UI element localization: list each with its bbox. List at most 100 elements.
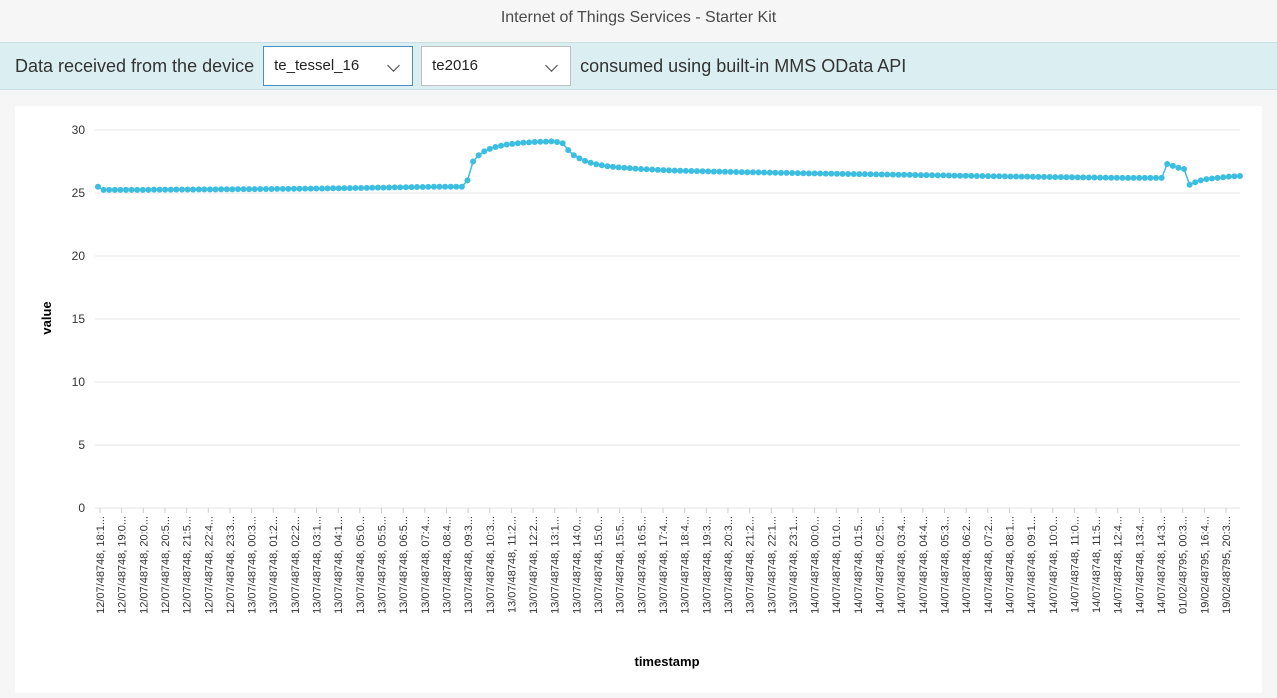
- data-point[interactable]: [330, 185, 337, 192]
- data-point[interactable]: [531, 138, 538, 145]
- data-point[interactable]: [1181, 166, 1188, 173]
- data-point[interactable]: [733, 168, 740, 175]
- data-point[interactable]: [1164, 161, 1171, 168]
- data-point[interactable]: [486, 145, 493, 152]
- data-point[interactable]: [962, 172, 969, 179]
- data-point[interactable]: [1024, 173, 1031, 180]
- data-point[interactable]: [934, 172, 941, 179]
- data-point[interactable]: [1013, 173, 1020, 180]
- data-point[interactable]: [542, 138, 549, 145]
- data-point[interactable]: [173, 186, 180, 193]
- data-point[interactable]: [458, 183, 465, 190]
- data-point[interactable]: [632, 165, 639, 172]
- data-point[interactable]: [162, 186, 169, 193]
- data-point[interactable]: [777, 169, 784, 176]
- data-point[interactable]: [738, 169, 745, 176]
- data-point[interactable]: [307, 185, 314, 192]
- data-point[interactable]: [234, 186, 241, 193]
- data-point[interactable]: [526, 139, 533, 146]
- data-point[interactable]: [380, 184, 387, 191]
- data-point[interactable]: [615, 164, 622, 171]
- data-point[interactable]: [945, 172, 952, 179]
- data-point[interactable]: [503, 141, 510, 148]
- data-point[interactable]: [1119, 174, 1126, 181]
- data-point[interactable]: [218, 186, 225, 193]
- data-point[interactable]: [1069, 174, 1076, 181]
- data-point[interactable]: [100, 186, 107, 193]
- data-point[interactable]: [268, 185, 275, 192]
- data-point[interactable]: [973, 172, 980, 179]
- data-point[interactable]: [951, 172, 958, 179]
- data-point[interactable]: [128, 186, 135, 193]
- data-point[interactable]: [789, 169, 796, 176]
- data-point[interactable]: [576, 155, 583, 162]
- data-point[interactable]: [800, 170, 807, 177]
- data-point[interactable]: [990, 173, 997, 180]
- data-point[interactable]: [749, 169, 756, 176]
- data-point[interactable]: [856, 171, 863, 178]
- data-point[interactable]: [178, 186, 185, 193]
- data-point[interactable]: [363, 184, 370, 191]
- data-point[interactable]: [822, 170, 829, 177]
- data-point[interactable]: [1113, 174, 1120, 181]
- data-point[interactable]: [1125, 174, 1132, 181]
- data-point[interactable]: [772, 169, 779, 176]
- data-point[interactable]: [134, 186, 141, 193]
- data-point[interactable]: [1220, 174, 1227, 181]
- data-point[interactable]: [537, 138, 544, 145]
- data-point[interactable]: [565, 147, 572, 154]
- data-point[interactable]: [514, 140, 521, 147]
- data-point[interactable]: [817, 170, 824, 177]
- data-point[interactable]: [302, 185, 309, 192]
- data-point[interactable]: [318, 185, 325, 192]
- data-point[interactable]: [1091, 174, 1098, 181]
- data-point[interactable]: [895, 171, 902, 178]
- data-point[interactable]: [638, 166, 645, 173]
- data-point[interactable]: [923, 172, 930, 179]
- data-point[interactable]: [1192, 179, 1199, 186]
- data-point[interactable]: [699, 168, 706, 175]
- data-point[interactable]: [1074, 174, 1081, 181]
- data-point[interactable]: [436, 183, 443, 190]
- data-point[interactable]: [156, 186, 163, 193]
- data-point[interactable]: [710, 168, 717, 175]
- data-point[interactable]: [145, 186, 152, 193]
- data-point[interactable]: [917, 172, 924, 179]
- data-point[interactable]: [621, 164, 628, 171]
- data-point[interactable]: [1141, 174, 1148, 181]
- data-point[interactable]: [688, 167, 695, 174]
- data-point[interactable]: [811, 170, 818, 177]
- data-point[interactable]: [442, 183, 449, 190]
- data-point[interactable]: [1136, 174, 1143, 181]
- data-point[interactable]: [447, 183, 454, 190]
- data-point[interactable]: [833, 170, 840, 177]
- data-point[interactable]: [570, 152, 577, 159]
- data-point[interactable]: [705, 168, 712, 175]
- data-point[interactable]: [397, 184, 404, 191]
- data-point[interactable]: [727, 168, 734, 175]
- data-point[interactable]: [190, 186, 197, 193]
- data-point[interactable]: [1237, 172, 1243, 179]
- data-point[interactable]: [1057, 174, 1064, 181]
- data-point[interactable]: [262, 185, 269, 192]
- data-point[interactable]: [95, 183, 101, 190]
- data-point[interactable]: [1035, 173, 1042, 180]
- data-point[interactable]: [884, 171, 891, 178]
- data-point[interactable]: [761, 169, 768, 176]
- data-point[interactable]: [1001, 173, 1008, 180]
- data-point[interactable]: [408, 184, 415, 191]
- data-point[interactable]: [716, 168, 723, 175]
- data-point[interactable]: [929, 172, 936, 179]
- data-point[interactable]: [979, 172, 986, 179]
- data-point[interactable]: [453, 183, 460, 190]
- data-point[interactable]: [878, 171, 885, 178]
- data-point[interactable]: [335, 185, 342, 192]
- data-point[interactable]: [901, 171, 908, 178]
- data-point[interactable]: [985, 173, 992, 180]
- data-point[interactable]: [1203, 176, 1210, 183]
- data-point[interactable]: [1214, 174, 1221, 181]
- message-type-select[interactable]: te2016: [421, 46, 572, 86]
- data-point[interactable]: [850, 170, 857, 177]
- data-point[interactable]: [481, 148, 488, 155]
- data-point[interactable]: [906, 171, 913, 178]
